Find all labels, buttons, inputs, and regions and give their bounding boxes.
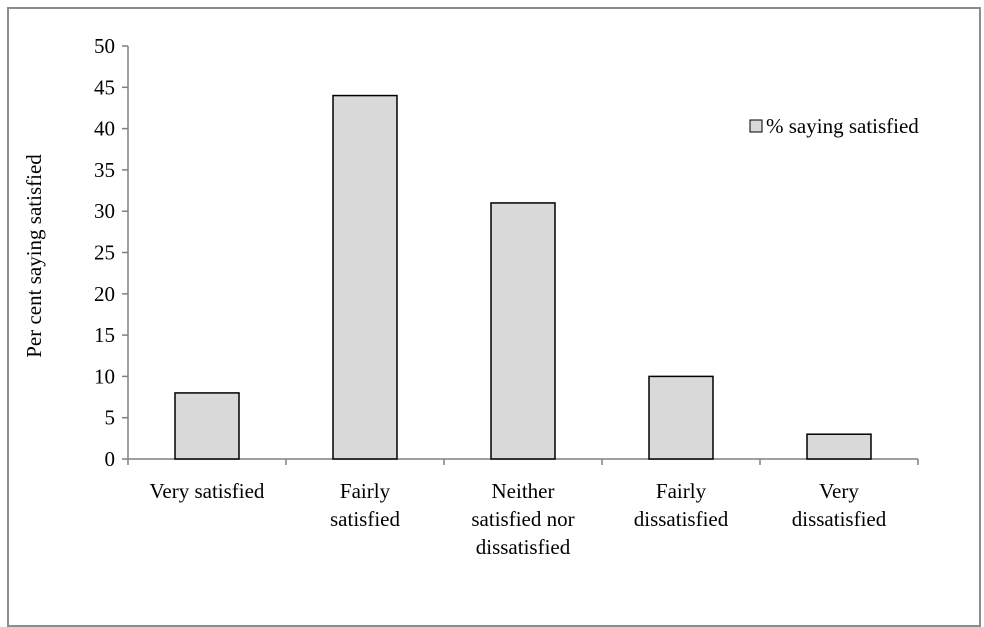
- y-tick-label: 25: [94, 241, 115, 265]
- y-tick-label: 10: [94, 364, 115, 388]
- y-axis: 0 5 10 15 20 25 30 35 40 45 50: [94, 34, 129, 471]
- y-tick-label: 0: [105, 447, 116, 471]
- y-tick-label: 30: [94, 199, 115, 223]
- y-tick-label: 35: [94, 158, 115, 182]
- y-axis-title: Per cent saying satisfied: [22, 154, 46, 358]
- x-tick-label: Fairly satisfied: [330, 479, 400, 531]
- x-tick-label: Neither satisfied nor dissatisfied: [471, 479, 574, 559]
- category-labels: Very satisfied Fairly satisfied Neither sati…: [150, 479, 887, 559]
- y-tick-label: 50: [94, 34, 115, 58]
- bar: [332, 94, 398, 460]
- y-tick-label: 45: [94, 75, 115, 99]
- x-axis: [127, 458, 919, 465]
- x-tick-label: Fairly dissatisfied: [634, 479, 729, 531]
- x-tick-label: Very dissatisfied: [792, 479, 887, 531]
- bar: [174, 392, 240, 460]
- bars: [174, 94, 872, 460]
- y-tick-label: 5: [105, 406, 116, 430]
- legend: % saying satisfied: [749, 114, 919, 138]
- x-tick-label: Very satisfied: [150, 479, 265, 503]
- y-tick-label: 20: [94, 282, 115, 306]
- bar-chart: 0 5 10 15 20 25 30 35 40 45 50 Very satisfied Fairl…: [22, 34, 919, 559]
- bar: [490, 202, 556, 460]
- y-tick-label: 40: [94, 117, 115, 141]
- y-tick-label: 15: [94, 323, 115, 347]
- legend-label: % saying satisfied: [766, 114, 919, 138]
- legend-swatch: [749, 119, 763, 133]
- bar: [648, 375, 714, 460]
- bar: [806, 433, 872, 460]
